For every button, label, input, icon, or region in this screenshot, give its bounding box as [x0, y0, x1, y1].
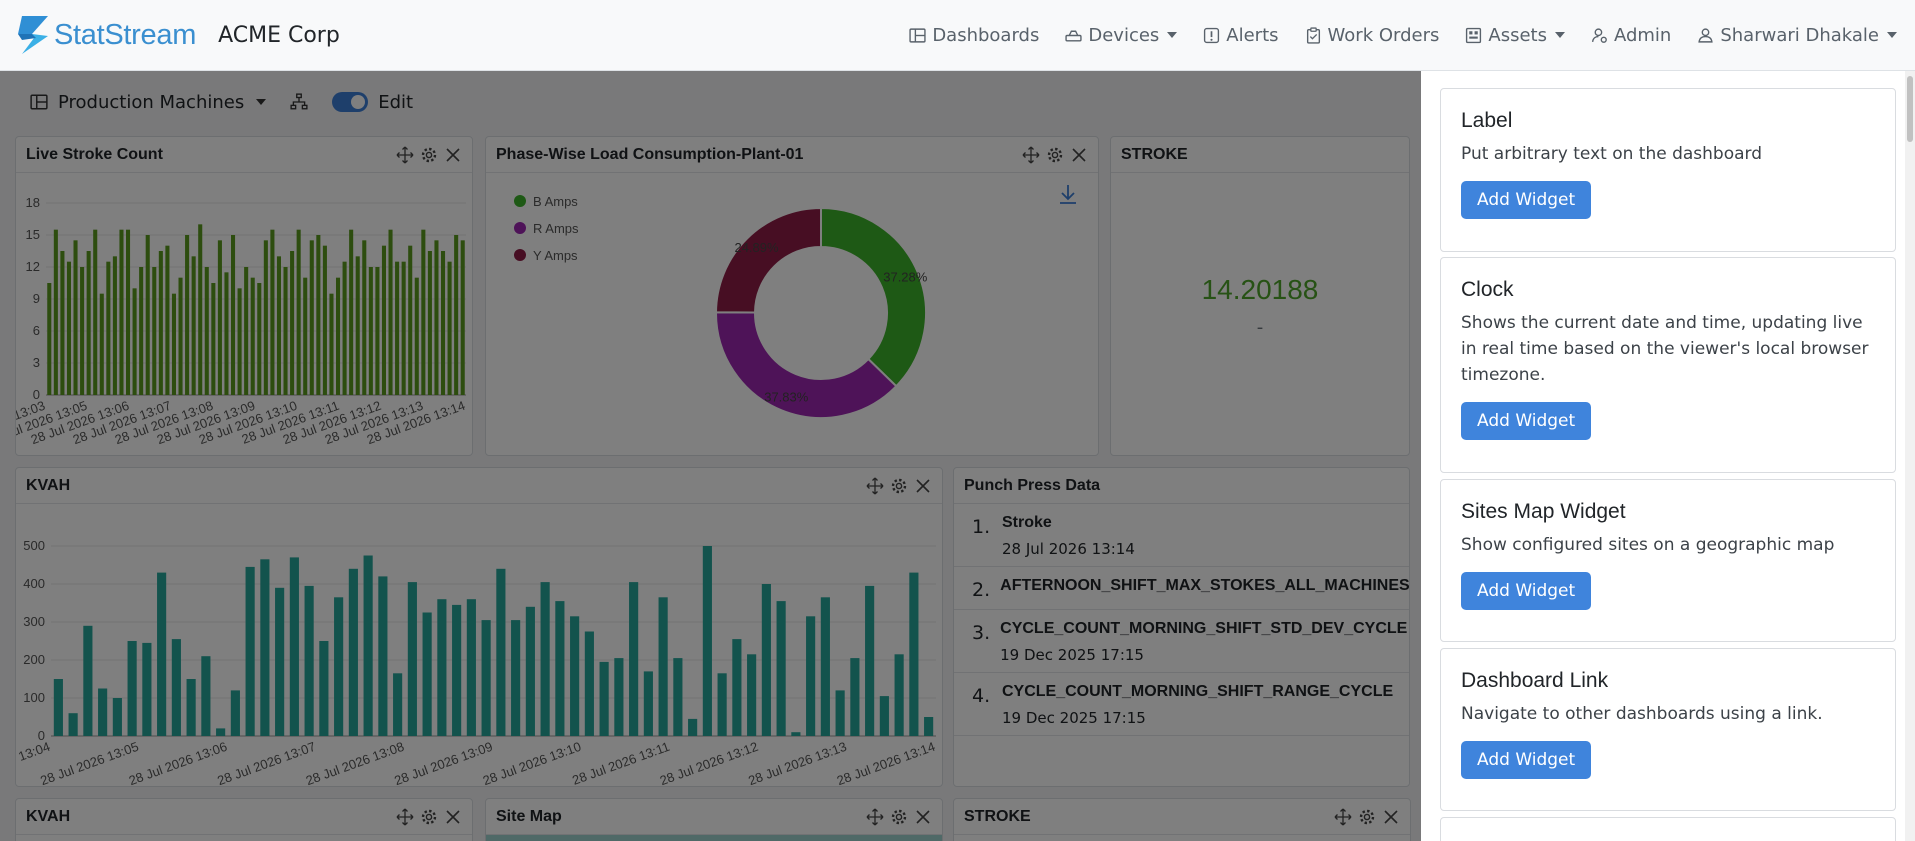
- nav-links: Dashboards Devices Alerts Work Orders As…: [909, 0, 1897, 70]
- widget-card-sites-map: Sites Map Widget Show configured sites o…: [1440, 479, 1896, 642]
- widget-card-dashboard-link: Dashboard Link Navigate to other dashboa…: [1440, 648, 1896, 811]
- add-widget-button[interactable]: Add Widget: [1461, 181, 1592, 219]
- card-title: Label: [1461, 109, 1513, 132]
- card-description: Shows the current date and time, updatin…: [1461, 313, 1869, 385]
- nav-alerts-label: Alerts: [1226, 24, 1279, 46]
- brand-name: StatStream: [54, 18, 197, 51]
- nav-user-label: Sharwari Dhakale: [1720, 24, 1879, 46]
- nav-admin-label: Admin: [1613, 24, 1672, 46]
- widget-card-next: [1440, 817, 1896, 841]
- chevron-down-icon: [1167, 32, 1178, 38]
- card-title: Clock: [1461, 278, 1514, 301]
- statstream-logo-icon: [18, 16, 48, 54]
- brand[interactable]: StatStream ACME Corp: [14, 14, 340, 56]
- add-widget-panel: Label Put arbitrary text on the dashboar…: [1421, 71, 1915, 841]
- nav-alerts[interactable]: Alerts: [1203, 24, 1279, 46]
- admin-user-icon: [1591, 27, 1607, 43]
- nav-admin[interactable]: Admin: [1591, 25, 1671, 46]
- widget-card-label: Label Put arbitrary text on the dashboar…: [1440, 88, 1896, 252]
- devices-icon: [1065, 30, 1082, 42]
- card-description: Put arbitrary text on the dashboard: [1461, 144, 1763, 164]
- alert-icon: [1204, 27, 1220, 43]
- user-icon: [1698, 27, 1714, 43]
- nav-work-orders-label: Work Orders: [1327, 24, 1440, 46]
- clipboard-icon: [1306, 26, 1320, 44]
- add-widget-button[interactable]: Add Widget: [1461, 402, 1592, 440]
- add-widget-button[interactable]: Add Widget: [1461, 572, 1592, 610]
- widget-card-clock: Clock Shows the current date and time, u…: [1440, 257, 1896, 473]
- panel-scrollbar[interactable]: [1905, 71, 1915, 841]
- org-name: ACME Corp: [218, 22, 340, 48]
- nav-dashboards-label: Dashboards: [932, 24, 1040, 46]
- add-widget-button[interactable]: Add Widget: [1461, 741, 1592, 779]
- card-title: Dashboard Link: [1461, 669, 1609, 692]
- assets-icon: [1466, 27, 1482, 43]
- nav-work-orders[interactable]: Work Orders: [1305, 24, 1440, 46]
- nav-devices-label: Devices: [1088, 24, 1160, 46]
- card-description: Show configured sites on a geographic ma…: [1461, 535, 1835, 555]
- nav-assets[interactable]: Assets: [1465, 25, 1565, 46]
- nav-assets-label: Assets: [1488, 24, 1547, 46]
- dashboard-icon: [909, 27, 926, 43]
- nav-devices[interactable]: Devices: [1065, 24, 1178, 46]
- card-title: Sites Map Widget: [1461, 500, 1626, 523]
- top-navbar: StatStream ACME Corp Dashboards Devices …: [0, 0, 1915, 71]
- scrollbar-thumb[interactable]: [1907, 76, 1913, 142]
- nav-user-menu[interactable]: Sharwari Dhakale: [1697, 25, 1897, 46]
- chevron-down-icon: [1554, 32, 1565, 38]
- nav-dashboards[interactable]: Dashboards: [909, 25, 1039, 46]
- overlay-backdrop[interactable]: [0, 71, 1421, 841]
- card-description: Navigate to other dashboards using a lin…: [1461, 704, 1823, 724]
- chevron-down-icon: [1887, 32, 1897, 38]
